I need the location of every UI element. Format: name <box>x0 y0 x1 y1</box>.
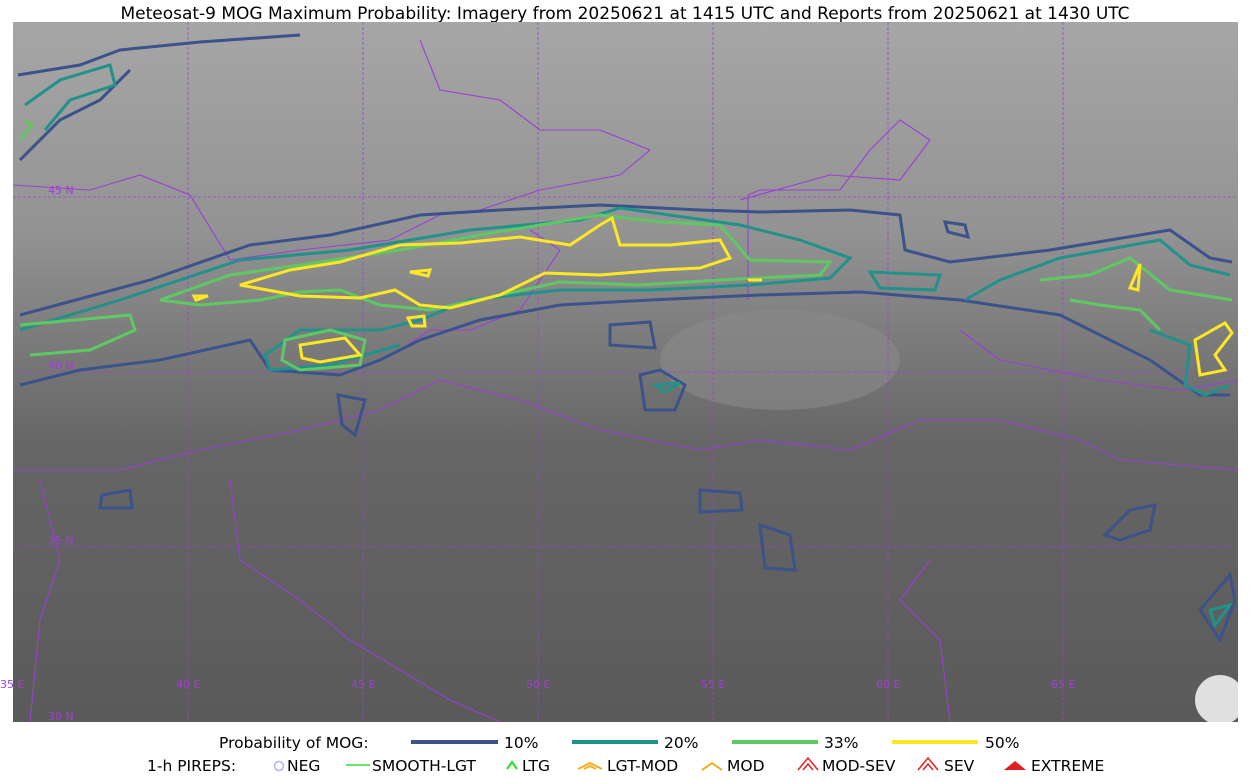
cloud <box>1195 675 1238 722</box>
grid <box>13 22 1238 722</box>
lat-label: 40 N <box>48 359 74 372</box>
lon-label: 40 E <box>176 678 200 691</box>
legend-label: SEV <box>944 757 975 775</box>
legend-label: MOD-SEV <box>822 757 896 775</box>
legend: Probability of MOG: 10% 20% 33% 50% 1-h … <box>147 734 1104 775</box>
borders <box>13 39 1238 722</box>
lat-labels: 45 N 40 N 35 N 30 N <box>48 184 74 723</box>
lon-label: 35 E <box>0 678 24 691</box>
legend-label: 33% <box>824 734 858 752</box>
ltg-icon <box>506 760 518 770</box>
legend-label: MOD <box>727 757 765 775</box>
legend-label: LTG <box>522 757 550 775</box>
lon-label: 50 E <box>526 678 550 691</box>
lat-label: 35 N <box>48 534 74 547</box>
lon-labels: 40 E 45 E 50 E 55 E 60 E 65 E <box>176 678 1075 691</box>
lon-label: 45 E <box>351 678 375 691</box>
neg-icon <box>273 760 285 772</box>
legend-title: Probability of MOG: <box>219 734 369 752</box>
lon-label: 60 E <box>876 678 900 691</box>
lat-label: 45 N <box>48 184 74 197</box>
mod-icon <box>701 761 723 771</box>
sev-icon <box>917 756 939 771</box>
legend-label: 20% <box>664 734 698 752</box>
lgt-mod-icon <box>577 761 603 770</box>
legend-title: 1-h PIREPS: <box>147 757 236 775</box>
pirep-icons <box>273 756 1026 772</box>
mod-sev-icon <box>797 756 819 771</box>
lon-label: 65 E <box>1051 678 1075 691</box>
lat-label: 30 N <box>48 710 74 723</box>
legend-label: LGT-MOD <box>607 757 678 775</box>
legend-label: 10% <box>504 734 538 752</box>
legend-label: EXTREME <box>1031 757 1104 775</box>
title: Meteosat-9 MOG Maximum Probability: Imag… <box>120 4 1129 24</box>
legend-label: 50% <box>985 734 1019 752</box>
lon-label: 55 E <box>701 678 725 691</box>
legend-label: SMOOTH-LGT <box>372 757 476 775</box>
extreme-icon <box>1004 761 1026 770</box>
cloud <box>660 310 900 410</box>
map: 45 N 40 N 35 N 30 N 40 E 45 E 50 E 55 E … <box>13 22 1238 723</box>
legend-label: NEG <box>287 757 320 775</box>
contours <box>17 33 1237 644</box>
